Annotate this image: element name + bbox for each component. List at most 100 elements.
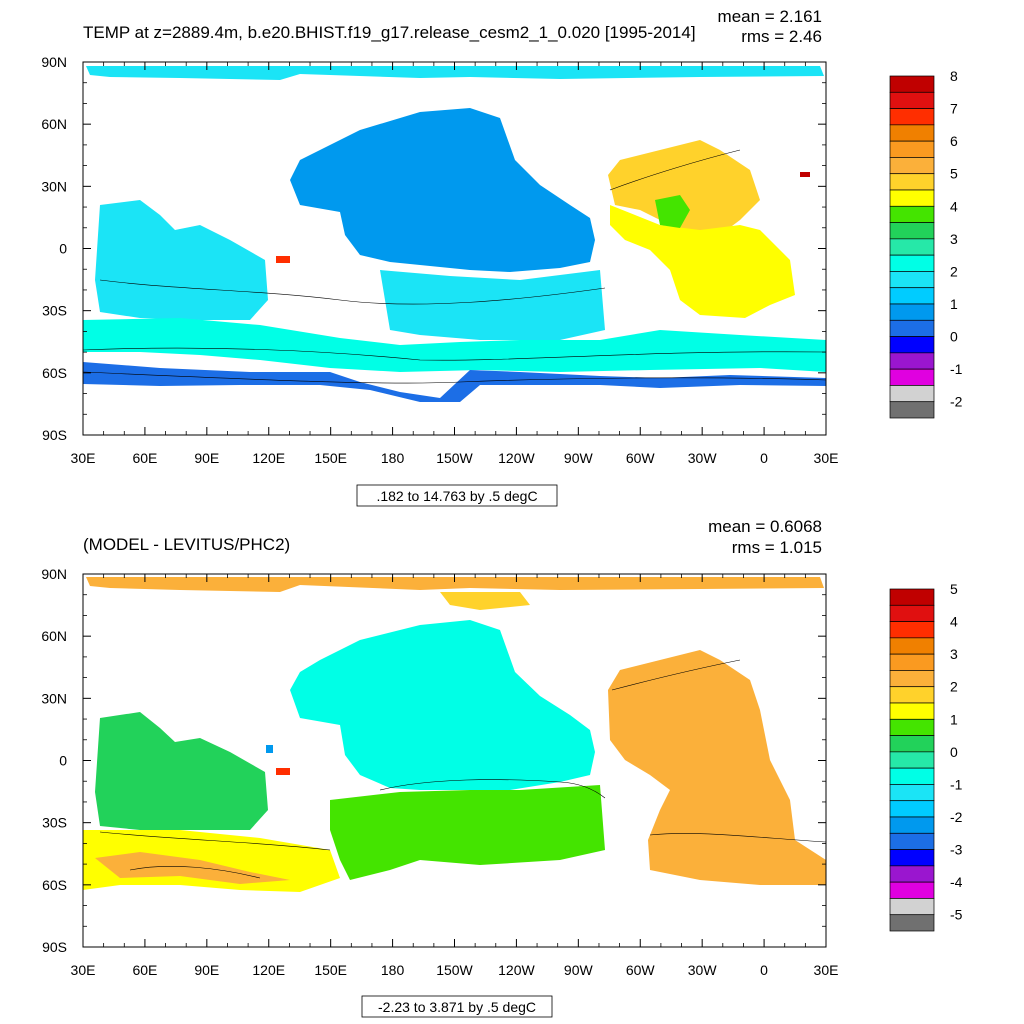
lon-tick-label: 0 <box>760 962 768 978</box>
colorbar-label: 7 <box>950 101 958 117</box>
region-arctic-ocean <box>86 66 824 80</box>
colorbar-swatch <box>889 254 935 272</box>
colorbar-label: -2 <box>950 809 963 825</box>
colorbar-swatch <box>889 751 935 769</box>
lat-tick-label: 0 <box>59 753 67 769</box>
colorbar-swatch <box>889 352 935 370</box>
colorbar-swatch <box>889 800 935 818</box>
contour-info: .182 to 14.763 by .5 degC <box>376 488 537 504</box>
colorbar-swatch <box>889 271 935 289</box>
colorbar-swatch <box>889 832 935 850</box>
colorbar-swatch <box>889 319 935 337</box>
lon-tick-label: 30E <box>71 962 96 978</box>
colorbar-label: 4 <box>950 198 958 214</box>
colorbar-label: 1 <box>950 296 958 312</box>
lon-tick-label: 30W <box>688 450 718 466</box>
lon-tick-label: 90W <box>564 962 594 978</box>
colorbar-swatch <box>889 816 935 834</box>
lon-tick-label: 180 <box>381 450 405 466</box>
colorbar-swatch <box>889 735 935 753</box>
colorbar-swatch <box>889 898 935 916</box>
lat-tick-label: 30N <box>41 178 67 194</box>
lon-tick-label: 30E <box>71 450 96 466</box>
colorbar-swatch <box>889 385 935 403</box>
colorbar-swatch <box>889 173 935 191</box>
map-field-bottom <box>83 577 826 892</box>
axis-labels-bottom: 30E 60E 90E 120E 150E 180 150W 120W 90W 60W 30W 0 30… <box>41 566 838 978</box>
lon-tick-label: 120E <box>252 962 285 978</box>
lat-tick-label: 30N <box>41 690 67 706</box>
lon-tick-label: 30E <box>814 962 839 978</box>
region-indian-ocean <box>95 712 268 830</box>
mean-value: mean = 2.161 <box>718 7 822 26</box>
colorbar-swatch <box>889 767 935 785</box>
region-indian-ocean <box>95 200 268 320</box>
lat-tick-label: 90S <box>42 939 67 955</box>
rms-value: rms = 1.015 <box>732 538 822 557</box>
axis-ticks-top <box>82 61 827 436</box>
lon-tick-label: 150E <box>314 450 347 466</box>
lon-tick-label: 30W <box>688 962 718 978</box>
colorbar-swatch <box>889 865 935 883</box>
lat-tick-label: 90N <box>41 566 67 582</box>
lon-tick-label: 30E <box>814 450 839 466</box>
colorbar-swatch <box>889 124 935 142</box>
mean-value: mean = 0.6068 <box>708 517 822 536</box>
colorbar-label: 3 <box>950 231 958 247</box>
colorbar-label: 4 <box>950 614 958 630</box>
region-north-atlantic <box>608 140 760 235</box>
colorbar-swatch <box>889 621 935 639</box>
lat-tick-label: 0 <box>59 241 67 257</box>
colorbar-label: -1 <box>950 361 963 377</box>
lon-tick-label: 180 <box>381 962 405 978</box>
colorbar-swatch <box>889 336 935 354</box>
panel-top: 30E 60E 90E 120E 150E 180 150W 120W 90W 60W 30W 0 30… <box>41 7 963 507</box>
lon-tick-label: 120W <box>498 450 535 466</box>
colorbar-label: -3 <box>950 842 963 858</box>
region-south-pacific <box>330 785 605 880</box>
colorbar-label: 8 <box>950 68 958 84</box>
colorbar-label: -2 <box>950 394 963 410</box>
lat-tick-label: 30S <box>42 815 67 831</box>
region-mediterranean <box>800 172 810 177</box>
colorbar-label: 5 <box>950 581 958 597</box>
region-south-atlantic <box>620 670 740 745</box>
contour-info-box <box>361 995 553 1018</box>
colorbar-label: 6 <box>950 133 958 149</box>
colorbar-swatch <box>889 718 935 736</box>
panel-bottom: 30E 60E 90E 120E 150E 180 150W 120W 90W 60W 30W 0 30… <box>41 517 963 1018</box>
colorbar-swatch <box>889 588 935 606</box>
colorbar-label: 0 <box>950 329 958 345</box>
colorbar-swatch <box>889 368 935 386</box>
colorbar-label: 2 <box>950 263 958 279</box>
colorbar-swatch <box>889 287 935 305</box>
lon-tick-label: 150W <box>436 962 473 978</box>
region-antarctic-margin <box>83 362 826 402</box>
colorbar-swatch <box>889 75 935 93</box>
lat-tick-label: 60S <box>42 877 67 893</box>
colorbar-swatch <box>889 303 935 321</box>
colorbar-swatch <box>889 849 935 867</box>
colorbar-label: -5 <box>950 907 963 923</box>
lat-tick-label: 90N <box>41 54 67 70</box>
colorbar-swatch <box>889 784 935 802</box>
colorbar-label: -4 <box>950 874 963 890</box>
map-field-top <box>83 66 826 402</box>
region-south-atlantic <box>610 205 795 318</box>
region-red-sea <box>276 256 290 263</box>
colorbar-swatch <box>889 140 935 158</box>
region-north-pacific <box>290 620 595 790</box>
region-red-sea <box>276 768 290 775</box>
lat-tick-label: 60N <box>41 628 67 644</box>
colorbar-swatch <box>889 604 935 622</box>
colorbar-top: 8 7 6 5 4 3 2 1 0 -1 -2 <box>889 68 963 419</box>
colorbar-swatch <box>889 401 935 419</box>
colorbar-label: 5 <box>950 166 958 182</box>
colorbar-swatch <box>889 157 935 175</box>
region-south-pacific <box>380 270 605 340</box>
colorbar-swatch <box>889 222 935 240</box>
panel-title: (MODEL - LEVITUS/PHC2) <box>83 535 290 554</box>
colorbar-label: -1 <box>950 776 963 792</box>
axis-labels-top: 30E 60E 90E 120E 150E 180 150W 120W 90W 60W 30W 0 30… <box>41 54 838 466</box>
